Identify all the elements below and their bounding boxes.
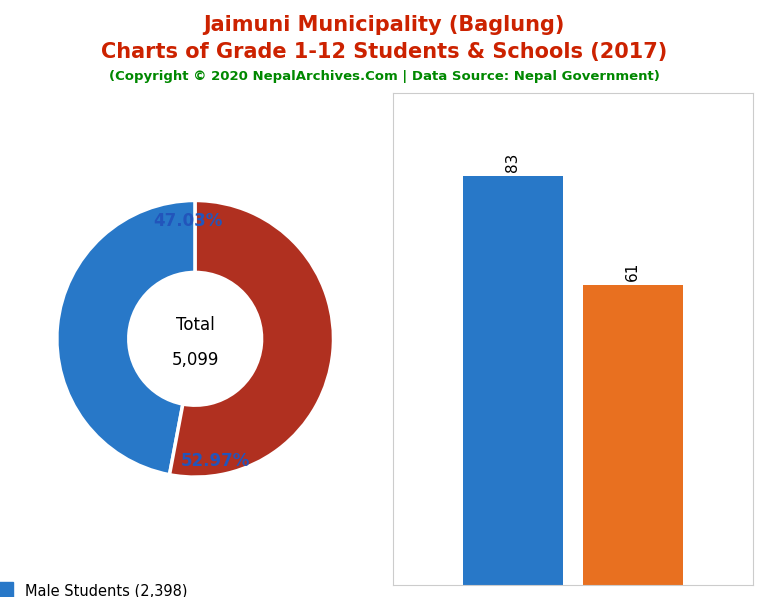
Bar	[463, 176, 563, 585]
Text: 61: 61	[625, 261, 641, 281]
Legend: Male Students (2,398), Female Students (2,701): Male Students (2,398), Female Students (…	[0, 581, 206, 597]
Wedge shape	[170, 201, 333, 477]
Text: 5,099: 5,099	[171, 350, 219, 368]
Text: 83: 83	[505, 153, 521, 173]
Text: Jaimuni Municipality (Baglung): Jaimuni Municipality (Baglung)	[204, 15, 564, 35]
Text: 47.03%: 47.03%	[154, 212, 223, 230]
Bar	[583, 285, 683, 585]
Text: 52.97%: 52.97%	[181, 451, 250, 469]
Wedge shape	[57, 201, 195, 475]
Text: Total: Total	[176, 316, 214, 334]
Text: (Copyright © 2020 NepalArchives.Com | Data Source: Nepal Government): (Copyright © 2020 NepalArchives.Com | Da…	[108, 70, 660, 84]
Text: Charts of Grade 1-12 Students & Schools (2017): Charts of Grade 1-12 Students & Schools …	[101, 42, 667, 62]
